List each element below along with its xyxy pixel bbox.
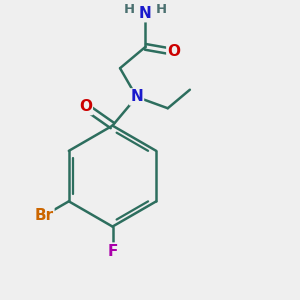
Text: O: O (79, 99, 92, 114)
Text: F: F (107, 244, 118, 259)
Text: H: H (124, 3, 135, 16)
Text: H: H (156, 3, 167, 16)
Text: N: N (130, 89, 143, 104)
Text: N: N (139, 6, 152, 21)
Text: Br: Br (34, 208, 53, 223)
Text: O: O (167, 44, 180, 59)
